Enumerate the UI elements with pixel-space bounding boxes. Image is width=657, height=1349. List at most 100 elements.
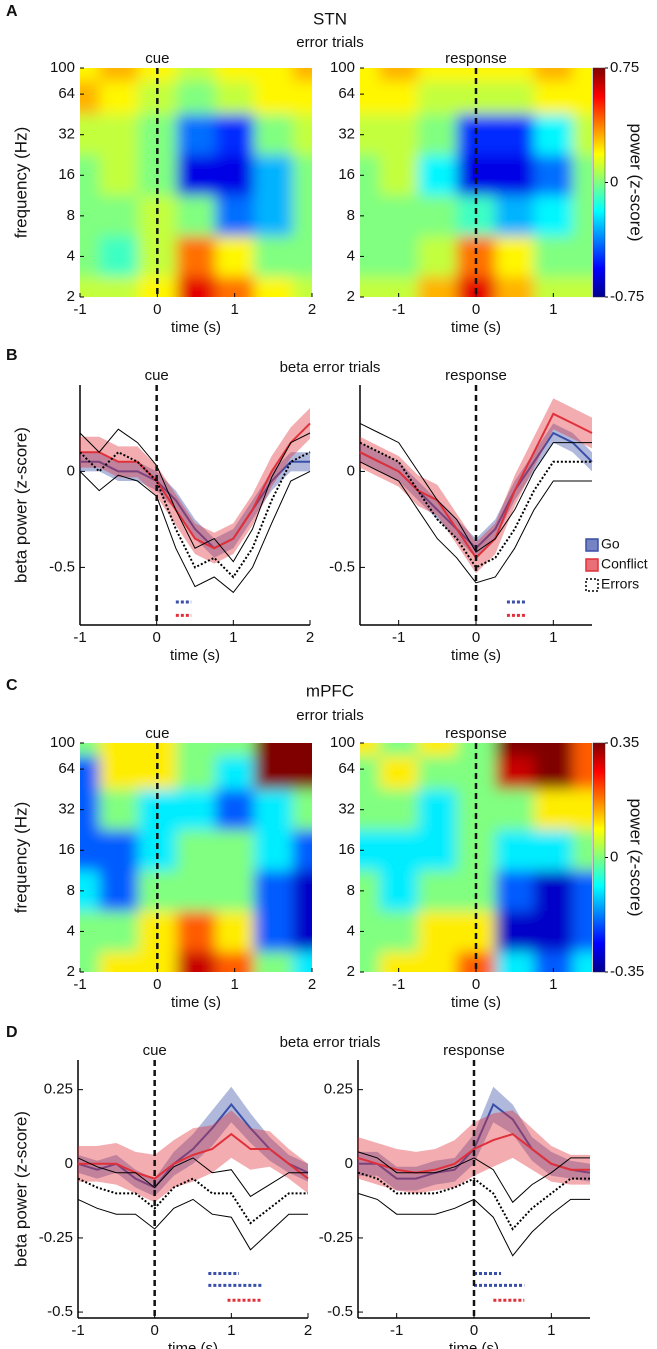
mean-line (78, 1132, 309, 1180)
y-tick-label: 32 (338, 801, 355, 818)
heatmap-cell (418, 829, 458, 872)
x-tick-label: 1 (549, 629, 557, 646)
heatmap-cell (80, 195, 100, 237)
x-tick-label: 0 (472, 976, 480, 993)
x-tick-label: -1 (73, 301, 86, 318)
heatmap-cell (572, 81, 592, 115)
heatmap-cell (360, 195, 380, 237)
y-tick-label: 2 (67, 288, 75, 305)
panel-title: mPFC (306, 681, 354, 700)
heatmap (80, 68, 312, 297)
x-tick-label: 1 (230, 301, 238, 318)
colorbar-tick-label: -0.35 (610, 963, 644, 980)
heatmap-cell (80, 68, 100, 82)
mean-line (359, 441, 592, 569)
heatmap-cell (379, 81, 419, 115)
heatmap-cell (176, 68, 216, 82)
heatmap-cell (418, 81, 458, 115)
x-tick-label: 1 (549, 976, 557, 993)
error-band (358, 1086, 590, 1191)
heatmap-cell (99, 81, 139, 115)
heatmap-cell (80, 789, 100, 831)
heatmap-cell (495, 276, 535, 297)
heatmap-cell (418, 68, 458, 82)
heatmap-cell (379, 276, 419, 297)
legend-label: Conflict (601, 556, 648, 572)
heatmap-cell (379, 756, 419, 790)
x-tick-label: 0 (153, 976, 161, 993)
heatmap-cells (360, 68, 592, 297)
x-axis-label: time (s) (451, 647, 501, 664)
x-axis-label: time (s) (451, 994, 501, 1011)
heatmap-cell (418, 951, 458, 972)
heatmap-cell (254, 114, 294, 156)
heatmap-cell (418, 236, 458, 278)
heatmap-cell (360, 951, 380, 972)
heatmap-cell (418, 911, 458, 953)
heatmap-cell (418, 154, 458, 197)
heatmap-cell (572, 756, 592, 790)
x-tick-label: 1 (227, 1322, 235, 1339)
heatmap-cell (572, 195, 592, 237)
heatmap-cell (379, 951, 419, 972)
heatmap-cell (99, 114, 139, 156)
y-tick-label: 0 (65, 1155, 73, 1172)
heatmap-cell (572, 68, 592, 82)
event-label: response (445, 725, 507, 742)
heatmap-cell (534, 743, 574, 757)
heatmap-cell (379, 911, 419, 953)
heatmap-cell (534, 870, 574, 912)
heatmap-cell (80, 870, 100, 912)
y-tick-label: -0.25 (319, 1229, 353, 1246)
heatmap-cell (176, 911, 216, 953)
heatmap-cell (176, 195, 216, 237)
heatmap-cell (138, 68, 178, 82)
panel-subtitle: beta error trials (280, 359, 381, 376)
x-tick-label: -1 (390, 1322, 403, 1339)
heatmap-cell (292, 743, 312, 757)
heatmap-cell (534, 236, 574, 278)
heatmap-cell (572, 829, 592, 872)
heatmap-cell (360, 276, 380, 297)
heatmap-cell (534, 276, 574, 297)
y-tick-label: -0.5 (329, 558, 355, 575)
heatmap-cell (495, 789, 535, 831)
y-tick-label: 32 (338, 126, 355, 143)
y-tick-label: -0.5 (47, 1303, 73, 1320)
x-tick-label: 0 (152, 629, 160, 646)
y-tick-label: 2 (67, 963, 75, 980)
y-axis-label: frequency (Hz) (11, 802, 30, 913)
heatmap-cell (360, 829, 380, 872)
heatmap-cell (360, 870, 380, 912)
heatmap-cell (418, 195, 458, 237)
colorbar (592, 67, 606, 298)
event-label: cue (143, 1042, 167, 1059)
x-tick-label: -1 (73, 629, 86, 646)
heatmap-cell (254, 68, 294, 82)
heatmap-cell (80, 154, 100, 197)
heatmap-cell (99, 789, 139, 831)
panel-subtitle: error trials (296, 707, 364, 724)
heatmap-cell (534, 114, 574, 156)
heatmap-cell (379, 789, 419, 831)
heatmap-cell (138, 951, 178, 972)
heatmap-cell (572, 154, 592, 197)
mean-line (80, 460, 310, 550)
error-bound (357, 1151, 590, 1204)
heatmap (360, 68, 592, 297)
x-tick-label: 1 (549, 301, 557, 318)
heatmap-cell (176, 789, 216, 831)
heatmap-cell (254, 951, 294, 972)
y-tick-label: 100 (330, 734, 355, 751)
x-axis-label: time (s) (168, 1340, 218, 1349)
error-bound (77, 1157, 308, 1198)
panel-label: A (6, 3, 18, 20)
heatmap-cell (99, 236, 139, 278)
heatmap-cell (495, 756, 535, 790)
x-tick-label: 0 (472, 629, 480, 646)
heatmap-cell (292, 951, 312, 972)
heatmap-cell (572, 870, 592, 912)
heatmap-cell (254, 829, 294, 872)
colorbar-tick-label: 0.35 (610, 734, 639, 751)
heatmap-cell (215, 829, 255, 872)
